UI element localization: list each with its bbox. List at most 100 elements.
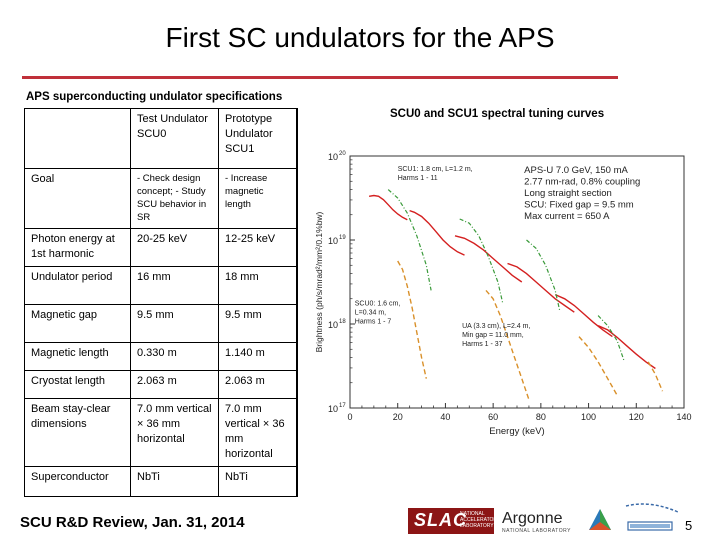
- argonne-logo: Argonne NATIONAL LABORATORY: [498, 504, 616, 536]
- series-label: Harms 1 - 7: [355, 319, 392, 326]
- title-rule: [22, 76, 618, 79]
- series-line-solid: [454, 235, 523, 283]
- row-scu0: 16 mm: [130, 266, 219, 305]
- row-scu0: NbTi: [130, 466, 219, 497]
- footer-date: Jan. 31, 2014: [151, 514, 245, 531]
- row-scu1: 7.0 mm vertical × 36 mm horizontal: [218, 398, 298, 467]
- table-row: Goal - Check design concept; - Study SCU…: [24, 168, 298, 229]
- slac-logo: SLAC NATIONAL ACCELERATOR LABORATORY: [408, 508, 498, 534]
- y-tick-exponent: 19: [339, 235, 346, 241]
- table-row: Photon energy at 1st harmonic 20-25 keV …: [24, 228, 298, 267]
- row-label: Beam stay-clear dimensions: [24, 398, 131, 467]
- series-line-dashed: [578, 336, 618, 396]
- series-line-dashed: [397, 260, 427, 379]
- row-label: Photon energy at 1st harmonic: [24, 228, 131, 267]
- row-label: Cryostat length: [24, 370, 131, 399]
- series-line-solid: [554, 293, 613, 338]
- footer-review: SCU R&D Review, Jan. 31, 2014: [20, 514, 245, 531]
- series-line-solid: [597, 325, 656, 370]
- slac-logo-text: SLAC: [414, 510, 467, 530]
- table-header-row: Test Undulator SCU0 Prototype Undulator …: [24, 108, 298, 169]
- table-row: Undulator period 16 mm 18 mm: [24, 266, 298, 305]
- y-tick-exponent: 20: [339, 151, 346, 157]
- y-tick-label: 10: [328, 320, 338, 330]
- table-row: Magnetic length 0.330 m 1.140 m: [24, 342, 298, 371]
- series-line-dash-dot: [526, 239, 561, 312]
- slac-logo-subtext: NATIONAL ACCELERATOR LABORATORY: [460, 511, 498, 529]
- row-scu0: 20-25 keV: [130, 228, 219, 267]
- table-row: Superconductor NbTi NbTi: [24, 466, 298, 497]
- series-label: L=0.34 m,: [355, 310, 386, 317]
- row-scu0: 9.5 mm: [130, 304, 219, 343]
- row-label: Superconductor: [24, 466, 131, 497]
- x-tick-label: 20: [393, 412, 403, 422]
- x-tick-label: 140: [676, 412, 691, 422]
- series-line-dashed: [485, 289, 530, 400]
- series-line-dash-dot: [597, 315, 625, 362]
- argonne-logo-text: Argonne: [502, 510, 563, 527]
- x-tick-label: 0: [347, 412, 352, 422]
- table-row: Beam stay-clear dimensions 7.0 mm vertic…: [24, 398, 298, 467]
- slide-title: First SC undulators for the APS: [165, 22, 555, 53]
- plot-frame: [349, 155, 685, 409]
- row-scu0: - Check design concept; - Study SCU beha…: [130, 168, 219, 229]
- row-scu1: 9.5 mm: [218, 304, 298, 343]
- row-scu0: 7.0 mm vertical × 36 mm horizontal: [130, 398, 219, 467]
- series-label: Harms 1 - 11: [398, 175, 438, 182]
- y-tick-exponent: 18: [339, 319, 346, 325]
- footer-prefix: SCU R&D Review,: [20, 514, 148, 531]
- aps-logo-icon: [625, 503, 679, 531]
- series-line-solid: [507, 262, 575, 313]
- row-label: Goal: [24, 168, 131, 229]
- x-axis-label: Energy (keV): [489, 426, 544, 437]
- y-tick-exponent: 17: [339, 403, 346, 409]
- series-label: Min gap = 11.0 mm,: [462, 332, 524, 339]
- x-tick-label: 80: [536, 412, 546, 422]
- y-axis-label: Brightness (ph/s/mrad²/mm²/0.1%bw): [314, 211, 324, 352]
- row-label: Magnetic length: [24, 342, 131, 371]
- row-label: Magnetic gap: [24, 304, 131, 343]
- argonne-triangle-icon: [589, 509, 611, 530]
- x-tick-label: 120: [629, 412, 644, 422]
- y-tick-label: 10: [328, 404, 338, 414]
- row-scu0: 0.330 m: [130, 342, 219, 371]
- series-line-solid: [409, 209, 465, 256]
- x-tick-label: 100: [581, 412, 596, 422]
- chart-caption: SCU0 and SCU1 spectral tuning curves: [390, 108, 605, 120]
- series-line-dash-dot: [387, 189, 432, 291]
- series-label: SCU0: 1.6 cm,: [355, 301, 401, 308]
- chart-info-line: APS-U 7.0 GeV, 150 mA: [524, 165, 628, 176]
- table-row: Magnetic gap 9.5 mm 9.5 mm: [24, 304, 298, 343]
- row-scu1: 18 mm: [218, 266, 298, 305]
- row-scu1: NbTi: [218, 466, 298, 497]
- series-label: SCU1: 1.8 cm, L=1.2 m,: [398, 166, 473, 173]
- chart-info-line: Max current = 650 A: [524, 211, 610, 222]
- series-line-dashed: [647, 361, 664, 392]
- table-caption: APS superconducting undulator specificat…: [26, 91, 283, 103]
- series-label: UA (3.3 cm), L=2.4 m,: [462, 323, 530, 330]
- y-tick-label: 10: [328, 236, 338, 246]
- chart-info-line: 2.77 nm-rad, 0.8% coupling: [524, 176, 640, 187]
- x-tick-label: 40: [440, 412, 450, 422]
- row-scu0: 2.063 m: [130, 370, 219, 399]
- chart-info-line: Long straight section: [524, 188, 612, 199]
- argonne-logo-subtext: NATIONAL LABORATORY: [502, 528, 571, 534]
- spec-table: Test Undulator SCU0 Prototype Undulator …: [24, 108, 298, 497]
- table-row: Cryostat length 2.063 m 2.063 m: [24, 370, 298, 399]
- series-label: Harms 1 - 37: [462, 341, 503, 348]
- row-scu1: - Increase magnetic length: [218, 168, 298, 229]
- table-header-cell: Prototype Undulator SCU1: [218, 108, 298, 169]
- row-scu1: 1.140 m: [218, 342, 298, 371]
- table-header-cell: Test Undulator SCU0: [130, 108, 219, 169]
- series-line-dash-dot: [459, 218, 504, 304]
- y-tick-label: 10: [328, 152, 338, 162]
- page-number: 5: [685, 518, 693, 533]
- x-tick-label: 60: [488, 412, 498, 422]
- row-scu1: 2.063 m: [218, 370, 298, 399]
- row-scu1: 12-25 keV: [218, 228, 298, 267]
- chart-info-line: SCU: Fixed gap = 9.5 mm: [524, 199, 634, 210]
- series-line-solid: [368, 194, 408, 221]
- table-header-cell: [24, 108, 131, 169]
- row-label: Undulator period: [24, 266, 131, 305]
